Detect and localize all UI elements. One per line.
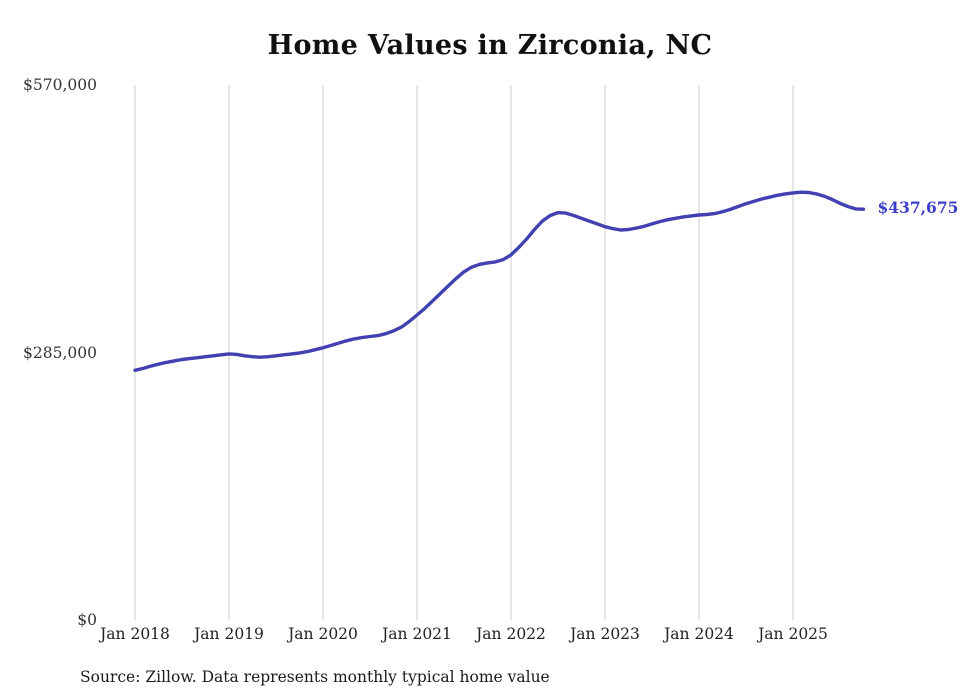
x-axis-tick-label: Jan 2023 — [570, 625, 640, 643]
y-axis-tick-label: $285,000 — [23, 343, 97, 362]
source-note: Source: Zillow. Data represents monthly … — [80, 668, 550, 686]
x-axis-tick-label: Jan 2020 — [288, 625, 358, 643]
y-axis-tick-label: $0 — [77, 611, 97, 629]
y-axis-tick-label: $570,000 — [23, 76, 97, 94]
chart-title: Home Values in Zirconia, NC — [267, 30, 713, 61]
end-value-label: $437,675 — [877, 198, 959, 218]
x-axis-tick-label: Jan 2025 — [758, 625, 828, 643]
x-axis-tick-label: Jan 2019 — [194, 625, 264, 643]
x-axis-tick-label: Jan 2022 — [476, 625, 546, 643]
value-line — [133, 190, 866, 372]
x-axis-tick-label: Jan 2024 — [664, 625, 734, 643]
x-axis-tick-label: Jan 2021 — [382, 625, 452, 643]
x-axis-tick-label: Jan 2018 — [100, 625, 170, 643]
